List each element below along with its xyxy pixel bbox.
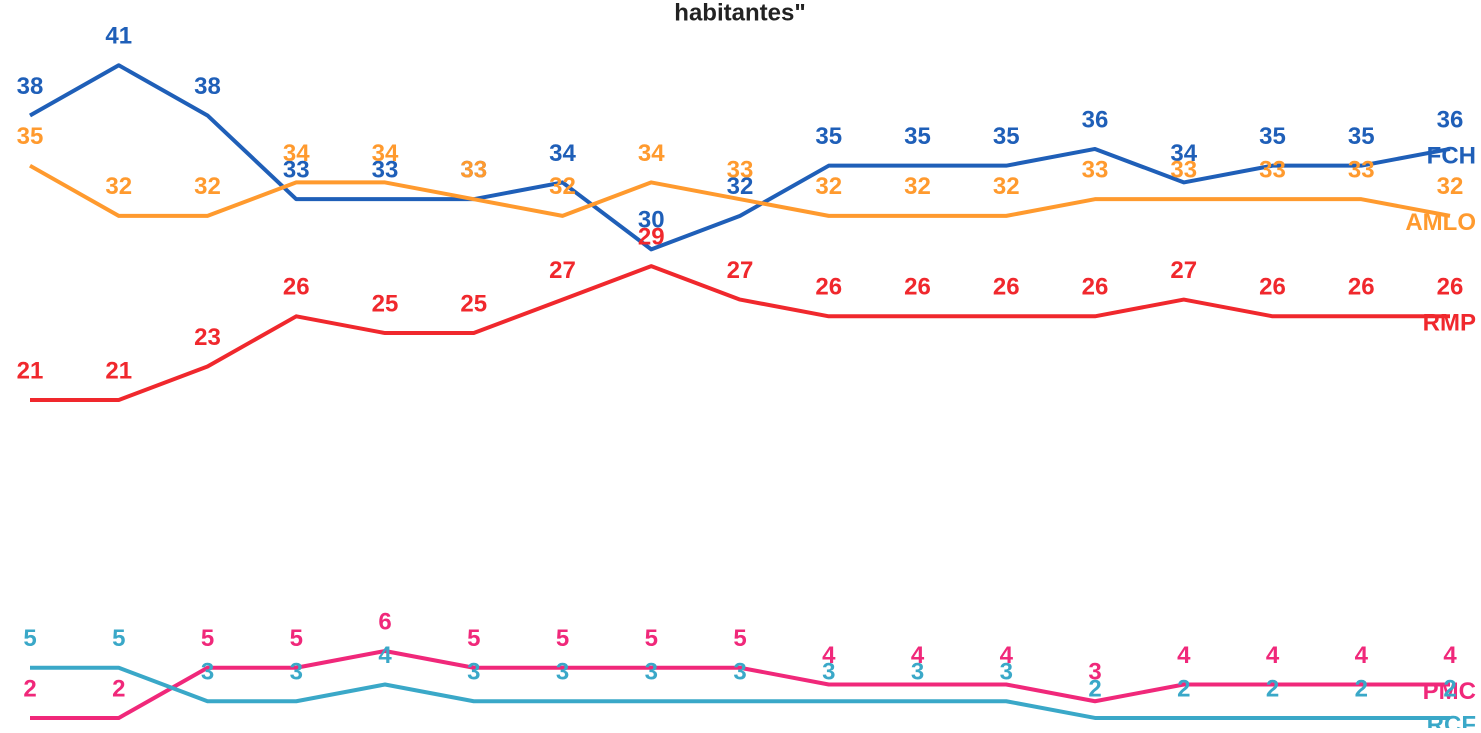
data-label: 4 <box>1355 642 1369 669</box>
data-label: 33 <box>1170 156 1197 183</box>
data-label: 26 <box>1437 274 1464 301</box>
data-label: 27 <box>1170 257 1197 284</box>
data-label: 5 <box>645 625 658 652</box>
data-label: 33 <box>460 156 487 183</box>
data-label: 33 <box>372 156 399 183</box>
data-label: 2 <box>1177 675 1190 702</box>
data-label: 32 <box>105 173 132 200</box>
data-label: 26 <box>1348 274 1375 301</box>
data-label: 5 <box>23 625 36 652</box>
data-label: 2 <box>1355 675 1368 702</box>
data-label: 35 <box>1348 123 1375 150</box>
data-label: 5 <box>556 625 569 652</box>
data-label: 30 <box>638 207 665 234</box>
data-label: 3 <box>1000 659 1013 686</box>
data-label: 26 <box>993 274 1020 301</box>
data-label: 2 <box>112 675 125 702</box>
data-label: 34 <box>1170 140 1197 167</box>
data-label: 4 <box>822 642 836 669</box>
data-label: 23 <box>194 324 221 351</box>
data-label: 4 <box>1000 642 1014 669</box>
data-label: 3 <box>645 659 658 686</box>
series-name: RMP <box>1423 310 1476 337</box>
data-label: 2 <box>1266 675 1279 702</box>
data-label: 32 <box>815 173 842 200</box>
data-label: 4 <box>1443 642 1457 669</box>
data-label: 35 <box>904 123 931 150</box>
data-label: 5 <box>467 625 480 652</box>
data-label: 34 <box>549 140 576 167</box>
series-name: RCF <box>1427 711 1476 728</box>
data-label: 4 <box>378 642 392 669</box>
data-label: 38 <box>194 73 221 100</box>
data-label: 2 <box>1088 675 1101 702</box>
series-line <box>30 649 1450 720</box>
series-name: AMLO <box>1405 209 1476 236</box>
data-label: 6 <box>378 608 391 635</box>
chart-title: habitantes" <box>674 0 805 26</box>
data-label: 38 <box>17 73 44 100</box>
data-label: 5 <box>733 625 746 652</box>
data-label: 35 <box>17 123 44 150</box>
data-label: 5 <box>290 625 303 652</box>
data-label: 5 <box>112 625 125 652</box>
data-label: 36 <box>1437 106 1464 133</box>
data-label: 26 <box>815 274 842 301</box>
data-label: 3 <box>556 659 569 686</box>
series-line <box>30 665 1450 720</box>
data-label: 33 <box>283 156 310 183</box>
data-label: 35 <box>815 123 842 150</box>
data-label: 3 <box>467 659 480 686</box>
series-name: PMC <box>1423 678 1476 705</box>
data-label: 35 <box>993 123 1020 150</box>
data-label: 25 <box>372 290 399 317</box>
data-label: 4 <box>1266 642 1280 669</box>
data-label: 34 <box>638 140 665 167</box>
data-label: 36 <box>1082 106 1109 133</box>
data-label: 27 <box>727 257 754 284</box>
data-label: 3 <box>290 659 303 686</box>
data-label: 32 <box>1437 173 1464 200</box>
data-label: 33 <box>1259 156 1286 183</box>
series-line <box>30 264 1450 402</box>
data-label: 33 <box>460 156 487 183</box>
series-line <box>29 63 1451 252</box>
data-label: 32 <box>194 173 221 200</box>
data-label: 3 <box>1088 659 1101 686</box>
data-label: 3 <box>733 659 746 686</box>
data-label: 32 <box>993 173 1020 200</box>
data-label: 33 <box>1348 156 1375 183</box>
data-label: 3 <box>911 659 924 686</box>
data-label: 3 <box>822 659 835 686</box>
data-label: 4 <box>1177 642 1191 669</box>
data-label: 25 <box>460 290 487 317</box>
data-label: 26 <box>904 274 931 301</box>
data-label: 5 <box>201 625 214 652</box>
data-label: 26 <box>1082 274 1109 301</box>
data-label: 3 <box>201 659 214 686</box>
series-name: FCH <box>1427 142 1476 169</box>
data-label: 26 <box>283 274 310 301</box>
data-label: 32 <box>549 173 576 200</box>
data-label: 2 <box>23 675 36 702</box>
data-label: 21 <box>105 357 132 384</box>
data-label: 34 <box>283 140 310 167</box>
data-label: 33 <box>727 156 754 183</box>
series-line <box>29 163 1451 218</box>
data-label: 29 <box>638 223 665 250</box>
data-label: 41 <box>105 23 132 50</box>
data-label: 26 <box>1259 274 1286 301</box>
data-label: 4 <box>911 642 925 669</box>
data-label: 27 <box>549 257 576 284</box>
data-label: 2 <box>1443 675 1456 702</box>
data-label: 33 <box>1082 156 1109 183</box>
data-label: 35 <box>1259 123 1286 150</box>
data-label: 34 <box>372 140 399 167</box>
data-label: 32 <box>904 173 931 200</box>
data-label: 21 <box>17 357 44 384</box>
